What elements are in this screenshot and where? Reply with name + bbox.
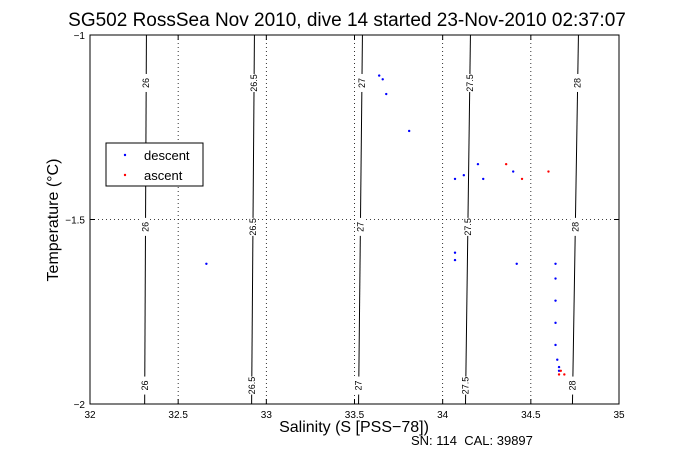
data-point-descent (515, 262, 518, 265)
density-contour-label-group: 26.5 (249, 73, 259, 92)
x-tick-label: 32.5 (168, 410, 188, 421)
legend-label-descent: descent (144, 148, 190, 163)
density-contour-label: 27 (354, 381, 364, 391)
legend: descent ascent (105, 142, 204, 187)
data-point-descent (556, 358, 559, 361)
contour-label-bg (247, 217, 257, 236)
density-contour-label-group: 26 (140, 217, 151, 236)
data-point-descent (453, 251, 457, 254)
density-contour-label-group: 27.5 (462, 217, 473, 236)
contour-label-bg (249, 73, 259, 92)
density-contour-label-group: 26 (139, 376, 150, 395)
contour-label-bg (572, 73, 582, 92)
data-point-descent (453, 177, 457, 181)
contour-label-bg (355, 217, 365, 236)
data-point-descent (554, 262, 557, 265)
footer-caption: SN: 114 CAL: 39897 (411, 433, 533, 448)
y-tick-label: −1.5 (65, 216, 85, 227)
contour-label-bg (356, 73, 366, 92)
density-contour-label-group: 27 (356, 73, 367, 92)
density-contour-label: 26 (141, 222, 151, 232)
data-point-ascent (520, 177, 524, 181)
density-contour-label: 28 (568, 381, 578, 391)
y-axis-label: Temperature (°C) (45, 159, 62, 282)
data-point-descent (453, 258, 457, 262)
x-tick-label: 34.5 (521, 410, 541, 421)
density-contours: 26 26 26 26.5 26.5 26.5 27 27 27 27.5 27.5 27.5 28 28… (139, 34, 583, 405)
contour-label-bg (464, 73, 474, 92)
data-point-descent (482, 177, 485, 181)
chart-title: SG502 RossSea Nov 2010, dive 14 started … (68, 10, 626, 31)
density-contour-label-group: 28 (572, 73, 583, 92)
density-contour-label-group: 27.5 (464, 73, 475, 92)
density-contour-label: 27.5 (461, 377, 471, 395)
contour-label-bg (462, 217, 472, 236)
density-contour-label-group: 26 (141, 73, 151, 92)
data-point-ascent (563, 373, 566, 376)
data-point-descent (557, 369, 561, 372)
data-point-descent (554, 343, 557, 347)
density-contour-label: 27 (355, 222, 365, 232)
x-tick-label: 33.5 (345, 410, 365, 421)
density-contour-label-group: 26.5 (247, 217, 258, 236)
legend-marker-ascent (123, 173, 127, 177)
grid-lines (90, 35, 619, 404)
data-point-descent (554, 321, 557, 325)
y-tick-label: −1 (74, 31, 86, 42)
data-point-ascent (547, 170, 550, 173)
data-point-descent (385, 92, 388, 96)
density-contour-label: 26.5 (247, 377, 257, 395)
density-contour-label: 26.5 (249, 74, 259, 92)
contour-label-bg (141, 73, 151, 92)
density-contour-label: 27.5 (463, 218, 473, 236)
legend-marker-descent (123, 153, 127, 157)
legend-box (105, 142, 204, 187)
x-tick-label: 35 (613, 410, 625, 421)
data-point-descent (557, 365, 561, 369)
data-point-descent (407, 129, 411, 133)
density-contour-label-group: 28 (570, 217, 580, 236)
data-point-descent (554, 277, 557, 280)
data-point-ascent (504, 162, 508, 166)
data-points (205, 74, 566, 376)
contour-label-bg (460, 376, 470, 395)
x-tick-label: 33 (261, 410, 273, 421)
data-point-descent (377, 74, 381, 77)
data-point-descent (462, 174, 466, 177)
x-tick-label: 32 (84, 410, 96, 421)
data-point-descent (554, 299, 557, 302)
data-point-descent (381, 78, 384, 81)
density-contour-label-group: 27.5 (460, 376, 471, 395)
x-axis-label: Salinity (S [PSS−78]) (279, 419, 429, 436)
density-contour-label: 28 (570, 222, 580, 232)
density-contour-label: 27 (357, 78, 367, 88)
y-axis-ticks: −1 −1.5 −2 (65, 31, 619, 411)
x-axis-ticks: 32 32.5 33 33.5 34 34.5 35 (84, 35, 625, 421)
density-contour-label-group: 27 (355, 217, 365, 236)
density-contour-label-group: 27 (353, 376, 364, 395)
density-contour-label: 26.5 (248, 218, 258, 236)
density-contour-label: 27.5 (465, 74, 475, 92)
contour-label-bg (140, 217, 150, 236)
density-contour-label-group: 26.5 (246, 376, 257, 395)
data-point-descent (512, 170, 515, 173)
contour-label-bg (353, 376, 363, 395)
contour-label-bg (567, 376, 577, 395)
data-point-descent (476, 162, 480, 166)
density-contour-label: 26 (140, 381, 150, 391)
y-tick-label: −2 (74, 400, 86, 411)
density-contour-label-group: 28 (567, 376, 578, 395)
x-tick-label: 34 (437, 410, 449, 421)
contour-label-bg (570, 217, 580, 236)
density-contour-label: 26 (141, 78, 151, 88)
data-point-descent (205, 262, 208, 265)
data-point-ascent (559, 369, 563, 372)
data-point-ascent (557, 373, 561, 376)
contour-label-bg (246, 376, 256, 395)
legend-label-ascent: ascent (144, 168, 183, 183)
density-contour-label: 28 (573, 78, 583, 88)
contour-label-bg (139, 376, 149, 395)
